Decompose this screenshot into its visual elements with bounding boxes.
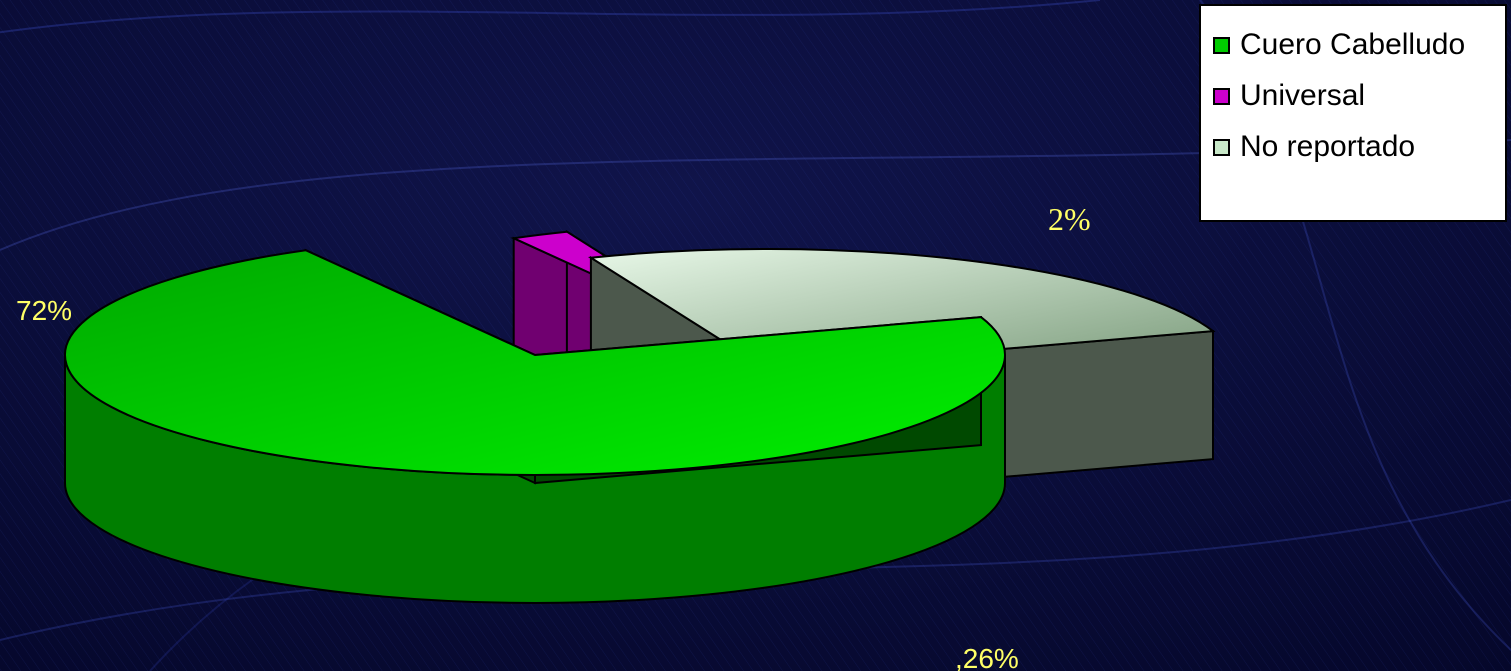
legend-item-no-reportado: No reportado (1213, 130, 1415, 164)
data-label-cuero-cabelludo: 72% (16, 295, 72, 326)
legend-label: No reportado (1240, 130, 1416, 163)
legend-swatch (1213, 87, 1230, 105)
legend-item-cuero-cabelludo: Cuero Cabelludo (1213, 28, 1465, 62)
slice-cuero-cabelludo (64, 248, 1006, 604)
legend-label: Universal (1240, 79, 1366, 112)
legend-item-universal: Universal (1213, 79, 1365, 113)
data-label-no-reportado: ,26% (955, 643, 1019, 671)
chart-legend: Cuero Cabelludo Universal No reportado (1199, 4, 1507, 222)
slice-top (64, 249, 1006, 476)
data-label-universal: 2% (1048, 201, 1091, 237)
legend-swatch (1213, 36, 1230, 54)
legend-label: Cuero Cabelludo (1240, 28, 1466, 61)
legend-swatch (1213, 138, 1230, 156)
